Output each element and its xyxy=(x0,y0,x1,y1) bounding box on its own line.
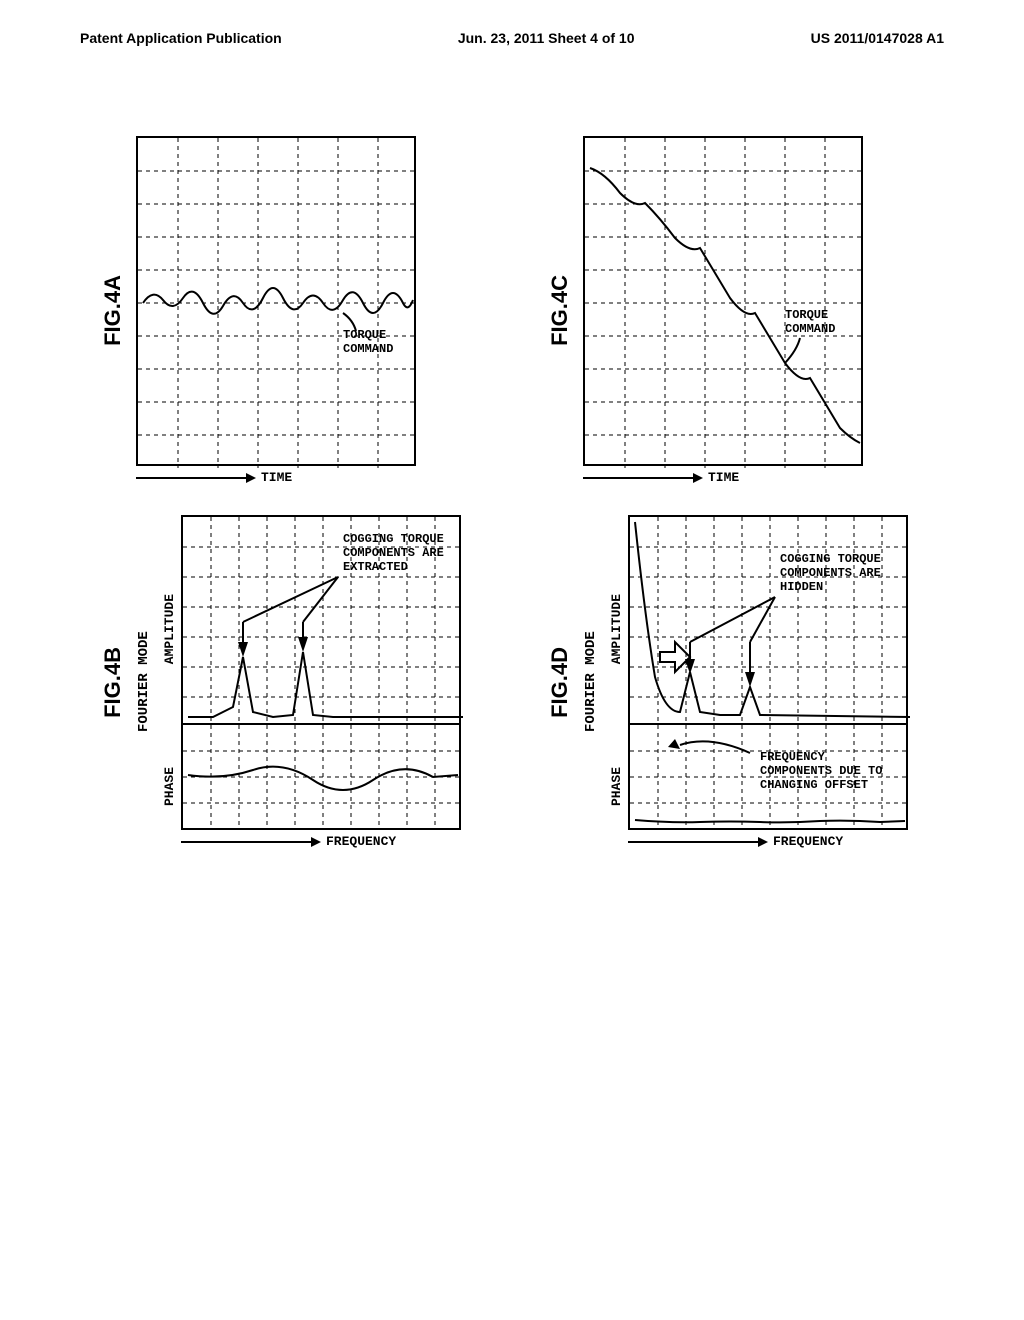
fig-4a-x-axis: TIME xyxy=(136,470,416,485)
fig-4b-y-labels: AMPLITUDE PHASE xyxy=(162,515,177,849)
fig-4d-x-axis: FREQUENCY xyxy=(628,834,908,849)
fig-4d-y-labels: AMPLITUDE PHASE xyxy=(609,515,624,849)
header-left: Patent Application Publication xyxy=(80,30,282,46)
svg-text:COMPONENTS DUE TO: COMPONENTS DUE TO xyxy=(760,764,882,778)
header-center: Jun. 23, 2011 Sheet 4 of 10 xyxy=(458,30,635,46)
fig-4a-chart: TORQUE COMMAND xyxy=(136,136,416,466)
fig-4a-label: FIG.4A xyxy=(100,275,126,346)
fig-4b-amplitude-chart: COGGING TORQUE COMPONENTS ARE EXTRACTED xyxy=(181,515,461,725)
svg-text:COMMAND: COMMAND xyxy=(785,322,835,336)
phase-label-d: PHASE xyxy=(609,767,624,806)
header-right: US 2011/0147028 A1 xyxy=(811,30,944,46)
svg-text:COGGING TORQUE: COGGING TORQUE xyxy=(343,532,444,546)
svg-text:TORQUE: TORQUE xyxy=(343,328,386,342)
svg-text:TORQUE: TORQUE xyxy=(785,308,828,322)
figure-4b: FIG.4B FOURIER MODE AMPLITUDE PHASE xyxy=(100,515,477,849)
fig-4b-x-axis: FREQUENCY xyxy=(181,834,461,849)
fourier-mode-label-b: FOURIER MODE xyxy=(136,515,152,849)
svg-text:COMPONENTS ARE: COMPONENTS ARE xyxy=(343,546,444,560)
fourier-mode-label-d: FOURIER MODE xyxy=(583,515,599,849)
svg-text:COGGING TORQUE: COGGING TORQUE xyxy=(780,552,881,566)
fig-4c-x-label: TIME xyxy=(708,470,739,485)
svg-text:COMPONENTS ARE: COMPONENTS ARE xyxy=(780,566,881,580)
phase-label-b: PHASE xyxy=(162,767,177,806)
figure-4a: FIG.4A TORQUE COMMAND xyxy=(100,136,477,485)
svg-text:HIDDEN: HIDDEN xyxy=(780,580,823,594)
svg-text:CHANGING OFFSET: CHANGING OFFSET xyxy=(760,778,868,792)
fig-4c-label: FIG.4C xyxy=(547,275,573,346)
fig-4b-label: FIG.4B xyxy=(100,647,126,718)
svg-text:EXTRACTED: EXTRACTED xyxy=(343,560,408,574)
fig-4d-x-label: FREQUENCY xyxy=(773,834,843,849)
fig-4c-chart: TORQUE COMMAND xyxy=(583,136,863,466)
fig-4c-x-axis: TIME xyxy=(583,470,863,485)
fig-4d-label: FIG.4D xyxy=(547,647,573,718)
fig-4d-phase-chart: FREQUENCY COMPONENTS DUE TO CHANGING OFF… xyxy=(628,725,908,830)
fig-4b-x-label: FREQUENCY xyxy=(326,834,396,849)
amplitude-label-b: AMPLITUDE xyxy=(162,594,177,664)
page-header: Patent Application Publication Jun. 23, … xyxy=(0,0,1024,56)
fig-4d-amplitude-chart: COGGING TORQUE COMPONENTS ARE HIDDEN xyxy=(628,515,908,725)
fig-4b-phase-chart xyxy=(181,725,461,830)
svg-text:FREQUENCY: FREQUENCY xyxy=(760,750,826,764)
fig-4a-x-label: TIME xyxy=(261,470,292,485)
figure-4d: FIG.4D FOURIER MODE AMPLITUDE PHASE xyxy=(547,515,924,849)
svg-text:COMMAND: COMMAND xyxy=(343,342,393,356)
amplitude-label-d: AMPLITUDE xyxy=(609,594,624,664)
figure-grid: FIG.4A TORQUE COMMAND xyxy=(0,56,1024,889)
figure-4c: FIG.4C TORQUE COMMAND xyxy=(547,136,924,485)
